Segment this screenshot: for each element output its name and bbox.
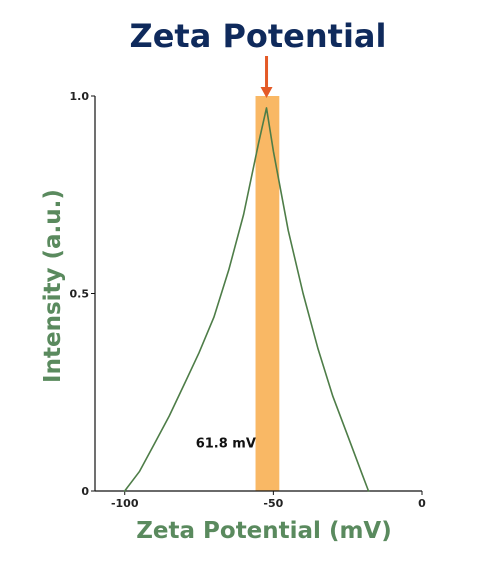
plot-area: -100 -50 0 0 0.5 1.0 61.8 mV	[70, 56, 426, 510]
annotation-label: 61.8 mV	[196, 437, 256, 452]
x-axis-label: Zeta Potential (mV)	[136, 518, 392, 544]
chart-title: Zeta Potential	[130, 17, 387, 55]
y-tick-label: 1.0	[70, 90, 90, 103]
x-tick-label: 0	[418, 497, 426, 510]
x-tick-label: -100	[111, 497, 139, 510]
highlight-band	[255, 96, 280, 491]
y-tick-label: 0	[81, 485, 89, 498]
y-tick-label: 0.5	[70, 288, 90, 301]
series-line-1	[123, 107, 370, 492]
y-axis-label: Intensity (a.u.)	[40, 189, 66, 383]
peak-arrow-head	[260, 87, 273, 98]
x-tick-label: -50	[263, 497, 283, 510]
